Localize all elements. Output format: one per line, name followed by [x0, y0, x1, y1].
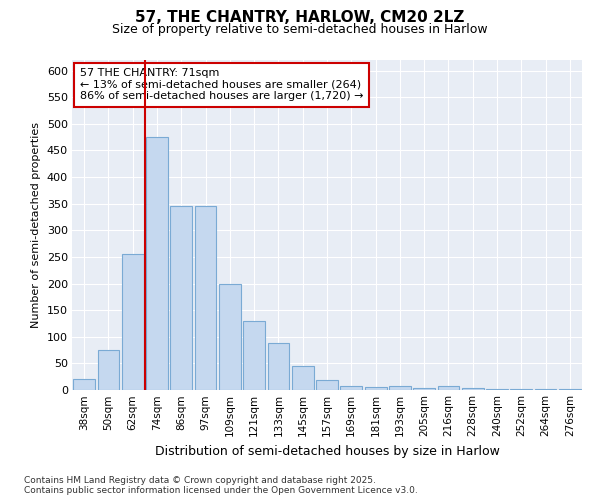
Bar	[122, 254, 143, 390]
Bar	[462, 388, 484, 390]
Bar	[389, 386, 411, 390]
Bar	[511, 389, 532, 390]
Bar	[97, 350, 119, 390]
Bar	[194, 206, 217, 390]
X-axis label: Distribution of semi-detached houses by size in Harlow: Distribution of semi-detached houses by …	[155, 444, 499, 458]
Bar	[437, 386, 460, 390]
Bar	[146, 137, 168, 390]
Text: 57 THE CHANTRY: 71sqm
← 13% of semi-detached houses are smaller (264)
86% of sem: 57 THE CHANTRY: 71sqm ← 13% of semi-deta…	[80, 68, 363, 102]
Bar	[170, 206, 192, 390]
Bar	[486, 389, 508, 390]
Text: Size of property relative to semi-detached houses in Harlow: Size of property relative to semi-detach…	[112, 22, 488, 36]
Text: Contains HM Land Registry data © Crown copyright and database right 2025.
Contai: Contains HM Land Registry data © Crown c…	[24, 476, 418, 495]
Text: 57, THE CHANTRY, HARLOW, CM20 2LZ: 57, THE CHANTRY, HARLOW, CM20 2LZ	[136, 10, 464, 25]
Bar	[365, 388, 386, 390]
Bar	[559, 389, 581, 390]
Bar	[268, 343, 289, 390]
Y-axis label: Number of semi-detached properties: Number of semi-detached properties	[31, 122, 41, 328]
Bar	[292, 366, 314, 390]
Bar	[413, 388, 435, 390]
Bar	[73, 380, 95, 390]
Bar	[535, 389, 556, 390]
Bar	[340, 386, 362, 390]
Bar	[219, 284, 241, 390]
Bar	[243, 321, 265, 390]
Bar	[316, 380, 338, 390]
